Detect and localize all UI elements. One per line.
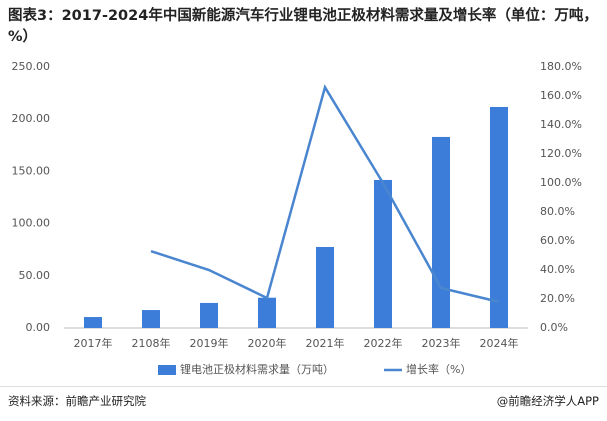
x-tick-label: 2019年 — [190, 336, 229, 350]
separator — [0, 386, 607, 387]
bar — [432, 136, 450, 328]
credit: @前瞻经济学人APP — [496, 394, 599, 408]
y2-tick-label: 120.0% — [540, 147, 582, 160]
bar — [142, 310, 160, 328]
chart-title: 图表3：2017-2024年中国新能源汽车行业锂电池正极材料需求量及增长率（单位… — [8, 8, 598, 45]
y-tick-label: 250.00 — [12, 60, 51, 73]
legend-label: 增长率（%） — [406, 362, 471, 376]
bar — [258, 297, 276, 328]
x-tick-label: 2024年 — [480, 336, 519, 350]
y2-tick-label: 40.0% — [540, 263, 575, 276]
x-tick-label: 2020年 — [248, 336, 287, 350]
y-tick-label: 200.00 — [12, 112, 51, 125]
bar — [490, 106, 508, 328]
y-tick-label: 150.00 — [12, 164, 51, 177]
legend-swatch — [158, 365, 176, 375]
y2-tick-label: 100.0% — [540, 176, 582, 189]
source: 资料来源：前瞻产业研究院 — [8, 394, 146, 408]
line — [150, 84, 500, 304]
y2-tick-label: 0.0% — [540, 321, 568, 334]
x-tick-label: 2108年 — [132, 336, 171, 350]
y2-tick-label: 60.0% — [540, 234, 575, 247]
x-tick-label: 2021年 — [306, 336, 345, 350]
legend-label: 锂电池正极材料需求量（万吨） — [180, 362, 334, 376]
x-tick-label: 2022年 — [364, 336, 403, 350]
y2-tick-label: 80.0% — [540, 205, 575, 218]
y-tick-label: 50.00 — [19, 269, 51, 282]
y2-tick-label: 180.0% — [540, 60, 582, 73]
y2-tick-label: 20.0% — [540, 292, 575, 305]
bar — [374, 179, 392, 328]
y-tick-label: 0.00 — [26, 321, 51, 334]
x-tick-label: 2023年 — [422, 336, 461, 350]
y-tick-label: 100.00 — [12, 217, 51, 230]
bar — [316, 246, 334, 328]
y2-tick-label: 140.0% — [540, 118, 582, 131]
bar — [84, 317, 102, 328]
y2-tick-label: 160.0% — [540, 89, 582, 102]
bar — [200, 302, 218, 328]
x-tick-label: 2017年 — [74, 336, 113, 350]
